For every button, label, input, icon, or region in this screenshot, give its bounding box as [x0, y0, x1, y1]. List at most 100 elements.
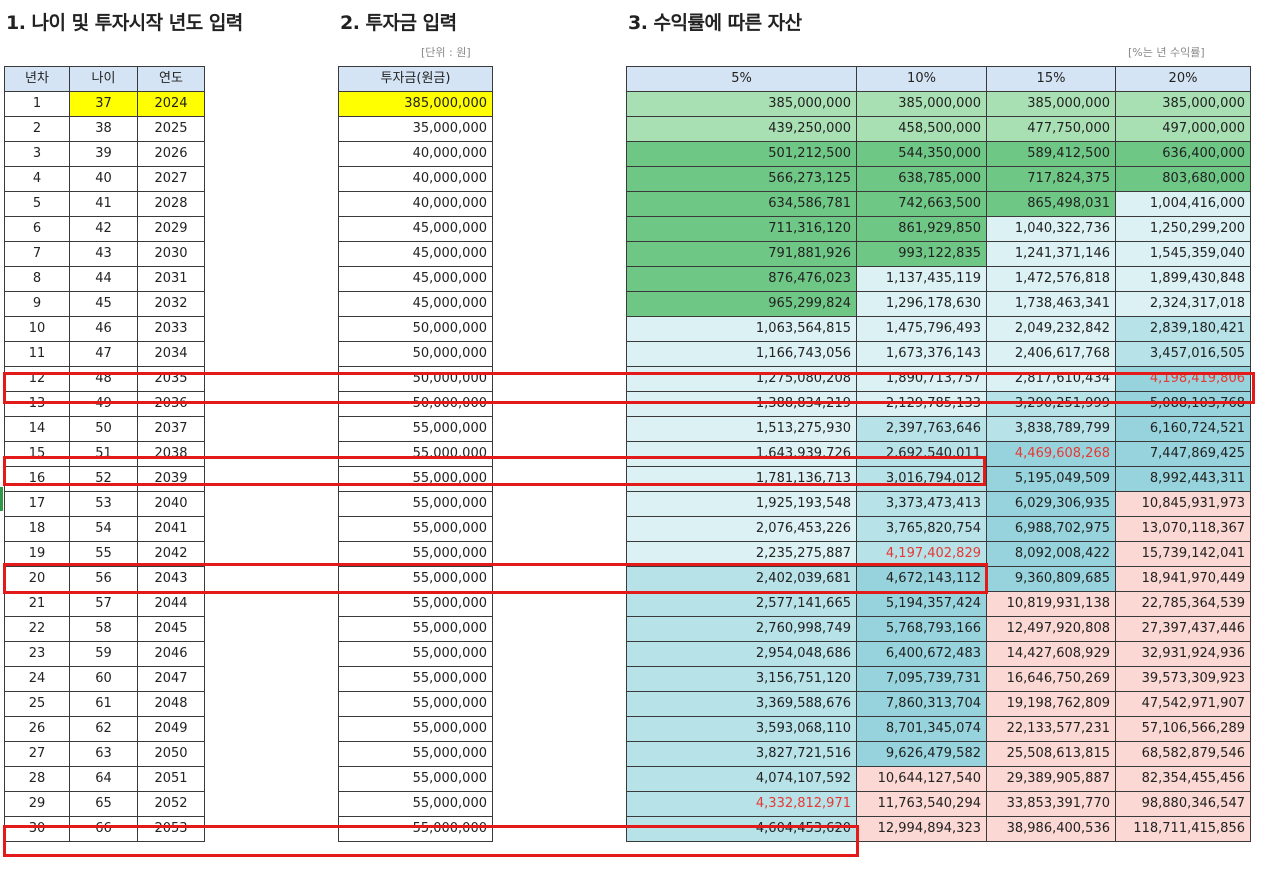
table-row: 55,000,000	[338, 816, 493, 842]
year-cell: 2053	[137, 816, 205, 842]
year-cell: 2038	[137, 441, 205, 467]
asset-value-cell: 636,400,000	[1115, 141, 1251, 167]
table-row: 1,166,743,056 1,673,376,143 2,406,617,768 3…	[626, 341, 1251, 367]
asset-value-cell: 497,000,000	[1115, 116, 1251, 142]
table-row: 21 57 2044	[4, 591, 205, 617]
investment-cell: 45,000,000	[338, 291, 493, 317]
year-index-cell: 3	[4, 141, 70, 167]
asset-value-cell: 6,988,702,975	[986, 516, 1116, 542]
table-row: 55,000,000	[338, 516, 493, 542]
investment-cell: 40,000,000	[338, 141, 493, 167]
rate-header: 15%	[986, 66, 1116, 92]
year-cell: 2049	[137, 716, 205, 742]
asset-value-cell: 3,838,789,799	[986, 416, 1116, 442]
year-index-cell: 2	[4, 116, 70, 142]
table-row: 385,000,000 385,000,000 385,000,000 385,000…	[626, 91, 1251, 117]
age-cell: 62	[69, 716, 138, 742]
asset-value-cell: 5,194,357,424	[856, 591, 987, 617]
table-row: 40,000,000	[338, 191, 493, 217]
table-row: 3,156,751,120 7,095,739,731 16,646,750,269…	[626, 666, 1251, 692]
investment-cell: 55,000,000	[338, 666, 493, 692]
section3-title: 3. 수익률에 따른 자산	[628, 12, 802, 34]
table-row: 791,881,926 993,122,835 1,241,371,146 1,545…	[626, 241, 1251, 267]
table-row: 11 47 2034	[4, 341, 205, 367]
year-cell: 2037	[137, 416, 205, 442]
year-cell: 2027	[137, 166, 205, 192]
year-cell: 2047	[137, 666, 205, 692]
table-row: 55,000,000	[338, 791, 493, 817]
table-row: 3,369,588,676 7,860,313,704 19,198,762,809…	[626, 691, 1251, 717]
asset-value-cell: 98,880,346,547	[1115, 791, 1251, 817]
year-cell: 2042	[137, 541, 205, 567]
investment-cell: 50,000,000	[338, 391, 493, 417]
age-cell: 38	[69, 116, 138, 142]
investment-cell: 55,000,000	[338, 441, 493, 467]
asset-value-cell: 2,577,141,665	[626, 591, 857, 617]
investment-cell: 55,000,000	[338, 691, 493, 717]
table-row: 6 42 2029	[4, 216, 205, 242]
age-cell: 56	[69, 566, 138, 592]
table-row: 55,000,000	[338, 466, 493, 492]
investment-cell: 385,000,000	[338, 91, 493, 117]
year-index-cell: 28	[4, 766, 70, 792]
asset-value-cell: 1,250,299,200	[1115, 216, 1251, 242]
table-row: 19 55 2042	[4, 541, 205, 567]
asset-value-cell: 2,129,785,133	[856, 391, 987, 417]
year-index-cell: 18	[4, 516, 70, 542]
year-index-cell: 24	[4, 666, 70, 692]
table-row: 55,000,000	[338, 766, 493, 792]
asset-value-cell: 477,750,000	[986, 116, 1116, 142]
table-row: 55,000,000	[338, 541, 493, 567]
asset-value-cell: 3,369,588,676	[626, 691, 857, 717]
asset-value-cell: 2,839,180,421	[1115, 316, 1251, 342]
asset-value-cell: 865,498,031	[986, 191, 1116, 217]
column-header: 년차	[4, 66, 70, 92]
table-row: 2,954,048,686 6,400,672,483 14,427,608,929…	[626, 641, 1251, 667]
table-row: 45,000,000	[338, 291, 493, 317]
asset-value-cell: 385,000,000	[986, 91, 1116, 117]
asset-value-cell: 385,000,000	[856, 91, 987, 117]
investment-cell: 55,000,000	[338, 616, 493, 642]
year-cell: 2052	[137, 791, 205, 817]
age-cell: 37	[69, 91, 138, 117]
asset-value-cell: 439,250,000	[626, 116, 857, 142]
year-cell: 2051	[137, 766, 205, 792]
table-row: 501,212,500 544,350,000 589,412,500 636,400…	[626, 141, 1251, 167]
table-row: 2 38 2025	[4, 116, 205, 142]
asset-value-cell: 32,931,924,936	[1115, 641, 1251, 667]
asset-value-cell: 22,785,364,539	[1115, 591, 1251, 617]
asset-value-cell: 993,122,835	[856, 241, 987, 267]
age-cell: 55	[69, 541, 138, 567]
age-cell: 41	[69, 191, 138, 217]
table-row: 30 66 2053	[4, 816, 205, 842]
age-cell: 52	[69, 466, 138, 492]
table-row: 55,000,000	[338, 741, 493, 767]
asset-value-cell: 1,513,275,930	[626, 416, 857, 442]
investment-cell: 55,000,000	[338, 541, 493, 567]
asset-value-cell: 2,076,453,226	[626, 516, 857, 542]
table-row: 1,513,275,930 2,397,763,646 3,838,789,799 6…	[626, 416, 1251, 442]
year-cell: 2028	[137, 191, 205, 217]
year-cell: 2050	[137, 741, 205, 767]
age-cell: 64	[69, 766, 138, 792]
asset-value-cell: 4,604,453,620	[626, 816, 857, 842]
asset-value-cell: 33,853,391,770	[986, 791, 1116, 817]
asset-value-cell: 29,389,905,887	[986, 766, 1116, 792]
asset-value-cell: 3,827,721,516	[626, 741, 857, 767]
year-index-cell: 29	[4, 791, 70, 817]
year-index-cell: 1	[4, 91, 70, 117]
investment-cell: 55,000,000	[338, 816, 493, 842]
asset-value-cell: 638,785,000	[856, 166, 987, 192]
investment-cell: 55,000,000	[338, 766, 493, 792]
investment-cell: 50,000,000	[338, 341, 493, 367]
asset-value-cell: 18,941,970,449	[1115, 566, 1251, 592]
asset-value-cell: 2,049,232,842	[986, 316, 1116, 342]
table-row: 1 37 2024	[4, 91, 205, 117]
table-row: 711,316,120 861,929,850 1,040,322,736 1,250…	[626, 216, 1251, 242]
asset-value-cell: 8,701,345,074	[856, 716, 987, 742]
age-cell: 47	[69, 341, 138, 367]
age-cell: 39	[69, 141, 138, 167]
asset-value-cell: 12,497,920,808	[986, 616, 1116, 642]
asset-value-cell: 2,235,275,887	[626, 541, 857, 567]
year-cell: 2048	[137, 691, 205, 717]
